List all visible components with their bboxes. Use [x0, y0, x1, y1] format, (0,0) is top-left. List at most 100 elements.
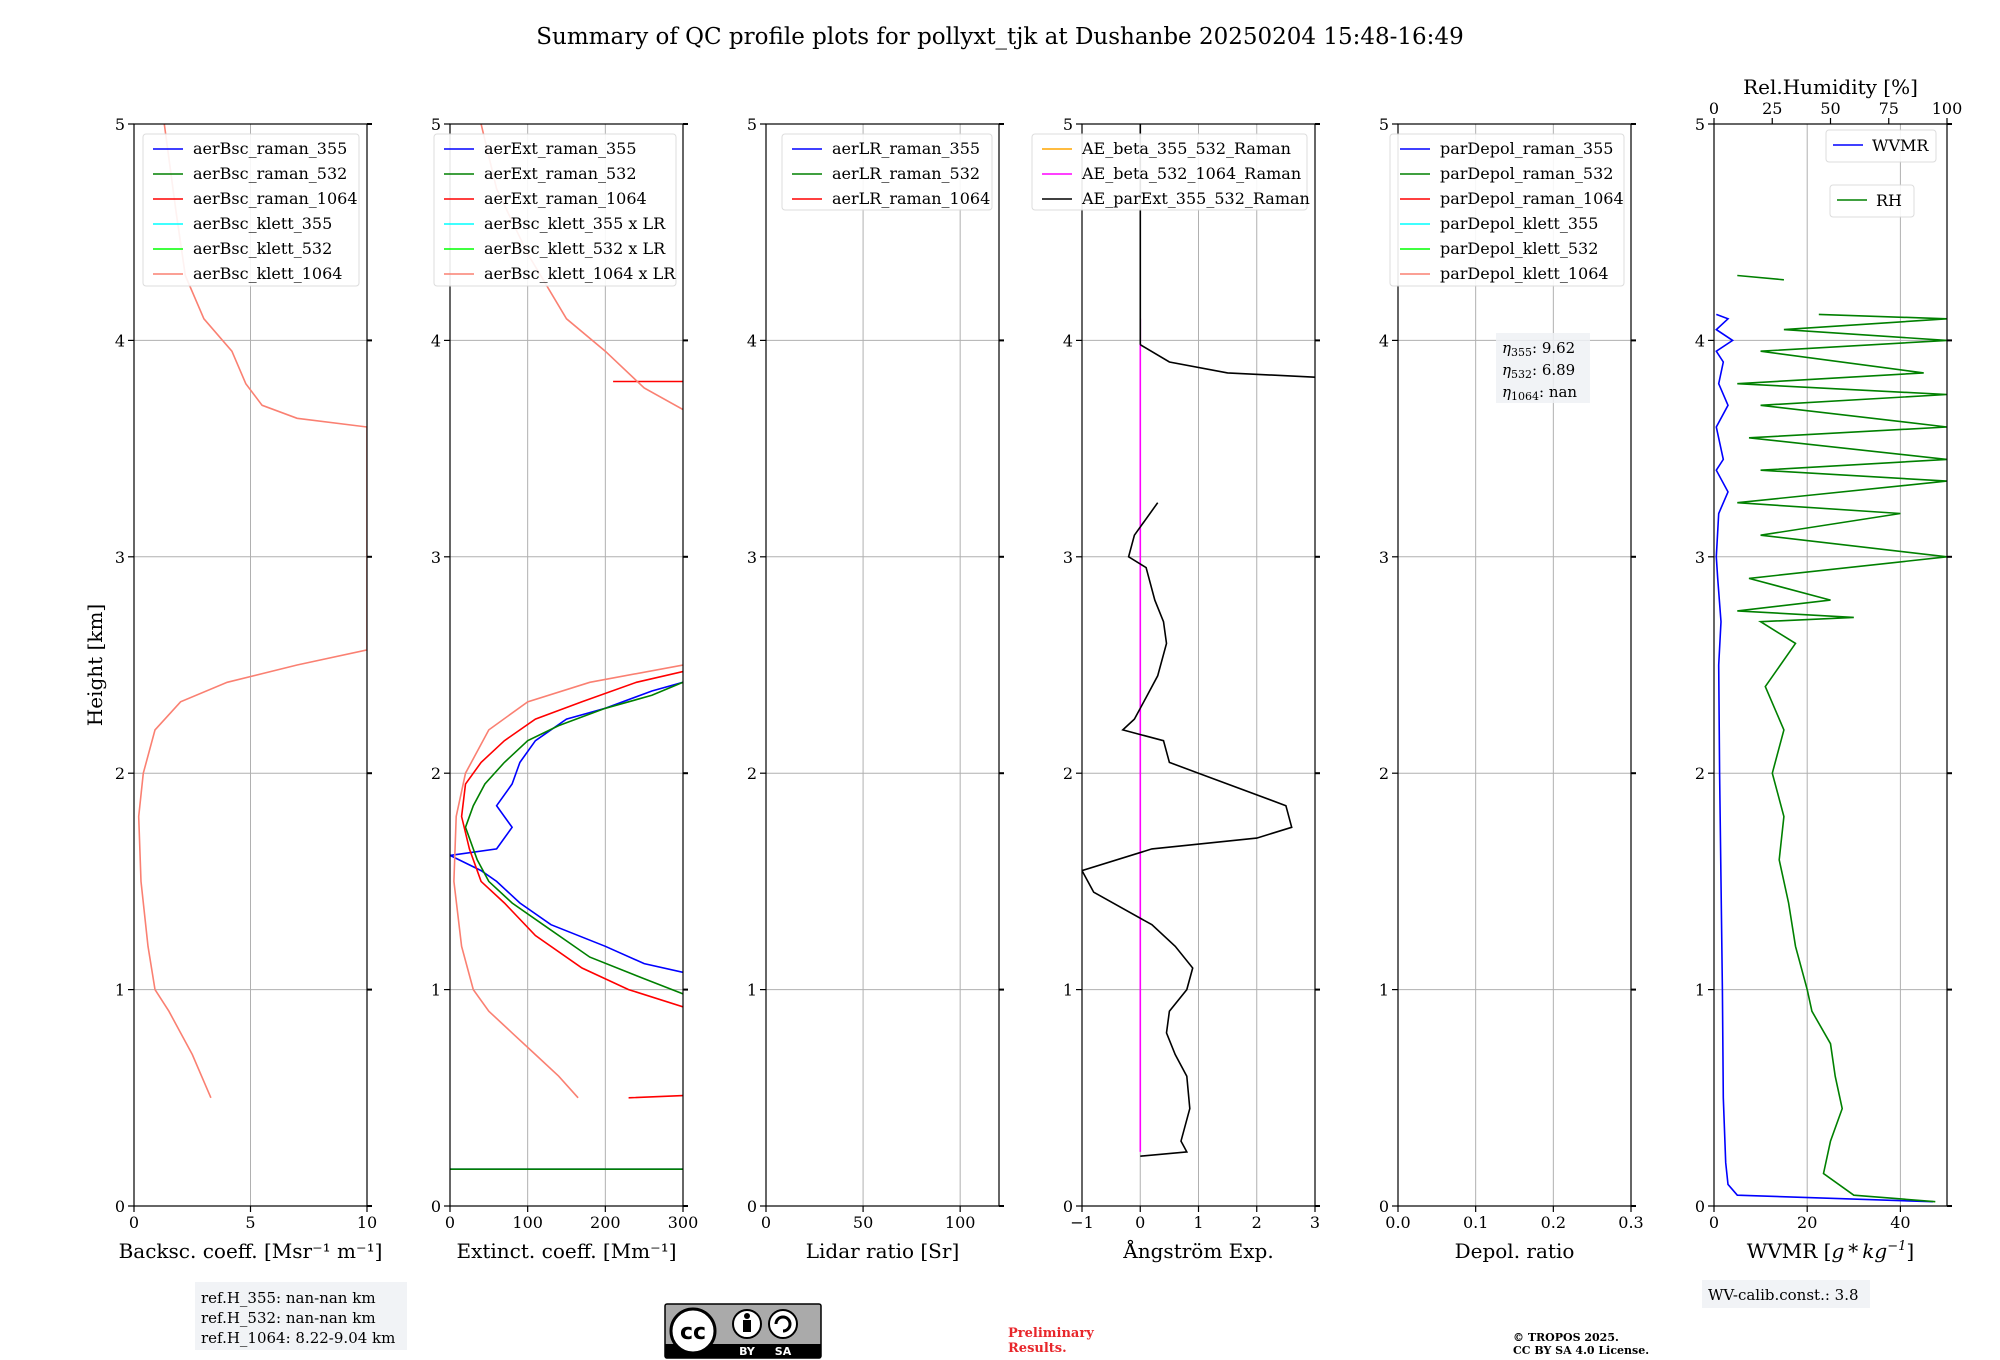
x-axis-label: WVMR [g * kg−1] [1747, 1239, 1914, 1263]
legend-ext: aerExt_raman_355 aerExt_raman_532 aerExt_r… [433, 133, 677, 287]
y-tick-label: 3 [431, 548, 441, 567]
legend-entry: aerLR_raman_1064 [832, 189, 990, 208]
y-tick-label: 3 [1379, 548, 1389, 567]
eta-value-532: η532: 6.89 [1502, 361, 1575, 381]
x-tick-label: 0 [445, 1213, 455, 1232]
legend-entry: parDepol_raman_355 [1440, 139, 1613, 158]
x-tick-label: 100 [512, 1213, 543, 1232]
copyright-line-2: CC BY SA 4.0 License. [1513, 1344, 1649, 1357]
x2-tick-label: 25 [1762, 99, 1782, 118]
legend-entry: aerBsc_klett_1064 [193, 264, 342, 283]
x-tick-label: 300 [668, 1213, 699, 1232]
legend-entry: AE_parExt_355_532_Raman [1081, 189, 1310, 208]
legend-entry: RH [1876, 191, 1902, 210]
x-tick-label: 0 [1135, 1213, 1145, 1232]
x-tick-label: 5 [245, 1213, 255, 1232]
legend-rh: RH [1829, 184, 1915, 218]
y-tick-label: 5 [115, 115, 125, 134]
legend-wvmr: WVMR [1825, 129, 1937, 163]
legend-depol: parDepol_raman_355 parDepol_raman_532 parD… [1389, 133, 1625, 287]
legend-lr: aerLR_raman_355 aerLR_raman_532 aerLR_rama… [781, 133, 993, 211]
wv-calibration-constant: WV-calib.const.: 3.8 [1708, 1286, 1859, 1304]
legend-entry: aerExt_raman_532 [484, 164, 637, 183]
wv-calibration-box: WV-calib.const.: 3.8 [1702, 1280, 1870, 1308]
y-tick-label: 3 [747, 548, 757, 567]
x-tick-label: 0.1 [1463, 1213, 1488, 1232]
y-tick-label: 4 [747, 331, 757, 350]
x-tick-label: −1 [1070, 1213, 1094, 1232]
y-tick-label: 4 [115, 331, 125, 350]
y-tick-label: 0 [431, 1197, 441, 1216]
y-tick-label: 5 [1379, 115, 1389, 134]
legend-entry: aerBsc_klett_355 [193, 214, 332, 233]
y-tick-label: 1 [431, 981, 441, 1000]
copyright-line-1: © TROPOS 2025. [1513, 1331, 1619, 1344]
y-tick-label: 3 [1063, 548, 1073, 567]
legend-entry: parDepol_klett_532 [1440, 239, 1598, 258]
plot-frame [449, 123, 684, 1207]
x2-tick-label: 50 [1820, 99, 1840, 118]
sa-label: SA [775, 1345, 792, 1358]
legend-entry: aerBsc_raman_355 [193, 139, 347, 158]
series-line-aerext-raman-355 [450, 681, 683, 1170]
y-tick-label: 2 [431, 764, 441, 783]
y-tick-label: 2 [1379, 764, 1389, 783]
y-tick-label: 4 [1063, 331, 1073, 350]
preliminary-line-2: Results. [1008, 1341, 1067, 1356]
x-tick-label: 100 [945, 1213, 976, 1232]
x-tick-label: 0 [129, 1213, 139, 1232]
y-tick-label: 1 [1379, 981, 1389, 1000]
x2-tick-label: 0 [1709, 99, 1719, 118]
legend-entry: parDepol_raman_532 [1440, 164, 1613, 183]
reference-height-1064: ref.H_1064: 8.22-9.04 km [201, 1329, 395, 1347]
x-tick-label: 0.3 [1618, 1213, 1643, 1232]
y-tick-label: 0 [115, 1197, 125, 1216]
legend-entry: AE_beta_355_532_Raman [1081, 139, 1291, 158]
legend-entry: aerBsc_klett_532 x LR [484, 239, 666, 258]
x-tick-label: 10 [357, 1213, 377, 1232]
legend-entry: parDepol_klett_355 [1440, 214, 1598, 233]
y-tick-label: 5 [1063, 115, 1073, 134]
series-line-rh [1737, 274, 1947, 1203]
cc-logo-text: cc [680, 1320, 706, 1345]
x-tick-label: 0.2 [1541, 1213, 1566, 1232]
plot-frame [765, 123, 1000, 1207]
y-tick-label: 2 [1063, 764, 1073, 783]
x-tick-label: 0 [761, 1213, 771, 1232]
x-tick-label: 50 [853, 1213, 873, 1232]
y-tick-label: 4 [431, 331, 441, 350]
y-tick-label: 1 [1695, 981, 1705, 1000]
series-line-aerext-raman-532 [450, 681, 683, 1170]
x-tick-label: 40 [1890, 1213, 1910, 1232]
legend-entry: parDepol_raman_1064 [1440, 189, 1624, 208]
panel-bsc: 0 5 10 0 1 2 3 4 5 Backsc. coeff. [Msr⁻¹ m⁻¹] Heig… [83, 115, 382, 1263]
eta-value-355: η355: 9.62 [1502, 339, 1575, 359]
x-tick-label: 0.0 [1385, 1213, 1410, 1232]
panel-lr: 0 50 100 0 1 2 3 4 5 Lidar ratio [Sr] aerLR_raman_… [747, 115, 1004, 1263]
x-tick-label: 2 [1252, 1213, 1262, 1232]
reference-height-355: ref.H_355: nan-nan km [201, 1289, 376, 1307]
x2-tick-label: 75 [1879, 99, 1899, 118]
series-line-aerext-raman-1064 [460, 380, 683, 1099]
legend-entry: parDepol_klett_1064 [1440, 264, 1609, 283]
x-tick-label: 3 [1310, 1213, 1320, 1232]
legend-entry: aerExt_raman_1064 [484, 189, 647, 208]
y-tick-label: 2 [1695, 764, 1705, 783]
panel-depol: 0.0 0.1 0.2 0.3 0 1 2 3 4 5 Depol. ratio parDepol_r… [1379, 115, 1644, 1263]
x-axis-label: Extinct. coeff. [Mm⁻¹] [456, 1239, 676, 1263]
legend-entry: aerBsc_raman_532 [193, 164, 347, 183]
legend-entry: aerLR_raman_355 [832, 139, 980, 158]
y-tick-label: 1 [1063, 981, 1073, 1000]
x-tick-label: 20 [1797, 1213, 1817, 1232]
preliminary-line-1: Preliminary [1008, 1326, 1094, 1341]
figure-title: Summary of QC profile plots for pollyxt_… [536, 24, 1463, 50]
y-tick-label: 2 [115, 764, 125, 783]
legend-bsc: aerBsc_raman_355 aerBsc_raman_532 aerBsc_r… [142, 133, 360, 287]
series-line-aerbsc-klett-1064 [137, 124, 367, 1099]
x-axis-label: Lidar ratio [Sr] [806, 1239, 960, 1263]
legend-entry: aerBsc_klett_355 x LR [484, 214, 666, 233]
legend-entry: aerBsc_klett_532 [193, 239, 332, 258]
